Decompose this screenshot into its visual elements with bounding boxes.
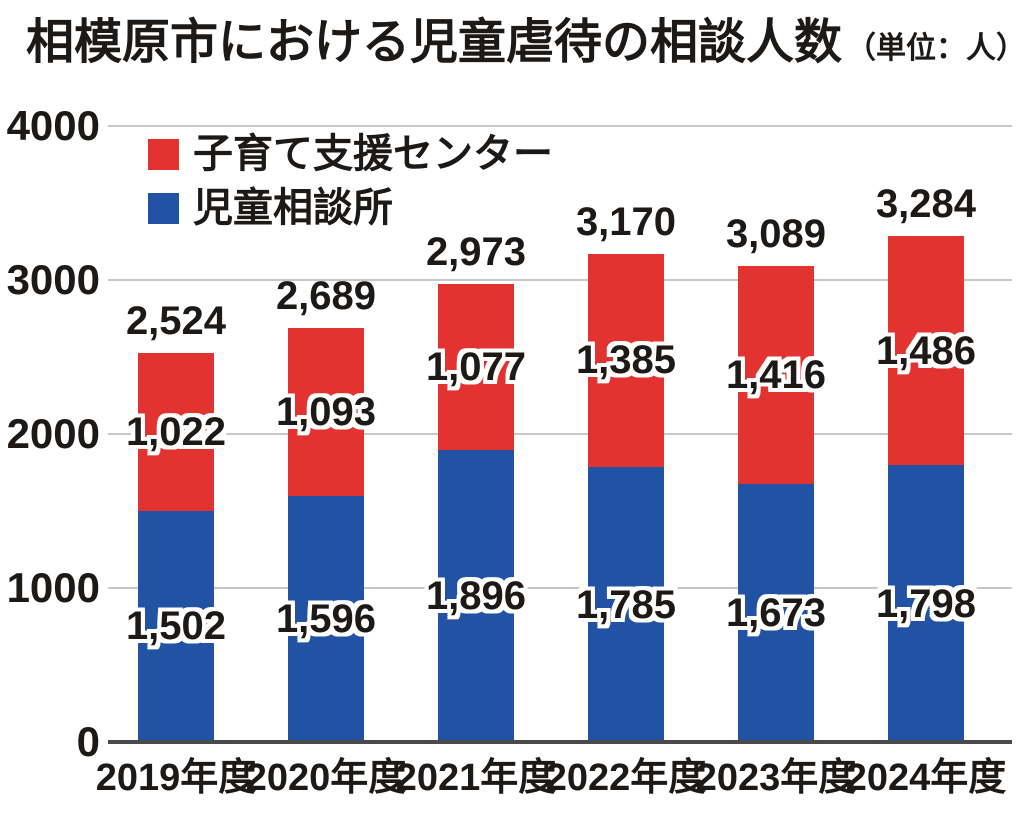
x-axis-label-2019年度: 2019年度 <box>95 757 257 799</box>
red-segment-label-2024年度: 1,486 <box>875 328 977 373</box>
x-axis-line <box>108 740 1012 744</box>
bar-segment-blue-2020年度 <box>288 496 364 742</box>
unit-note: （単位：人） <box>846 32 1024 65</box>
bar-segment-blue-2023年度 <box>738 484 814 742</box>
x-axis-label-2020年度: 2020年度 <box>245 757 407 799</box>
blue-segment-label-2020年度: 1,596 <box>275 597 377 642</box>
legend-item-child-consultation: 児童相談所 <box>148 186 553 230</box>
legend-label-child-consultation: 児童相談所 <box>193 186 393 230</box>
bar-segment-blue-2019年度 <box>138 510 214 742</box>
bar-segment-red-2024年度 <box>888 236 964 466</box>
red-segment-label-2019年度: 1,022 <box>125 409 227 454</box>
bar-segment-blue-2021年度 <box>438 450 514 742</box>
gridline-4000 <box>108 125 1012 127</box>
gridline-2000 <box>108 433 1012 435</box>
total-label-2024年度: 3,284 <box>875 182 977 227</box>
red-segment-label-2022年度: 1,385 <box>575 338 677 383</box>
bar-segment-red-2019年度 <box>138 353 214 511</box>
blue-segment-label-2022年度: 1,785 <box>575 582 677 627</box>
bar-segment-red-2020年度 <box>288 327 364 497</box>
blue-segment-label-2021年度: 1,896 <box>425 574 527 618</box>
x-axis-label-2022年度: 2022年度 <box>545 757 707 799</box>
y-tick-label-2000: 2000 <box>6 410 100 457</box>
y-tick-label-3000: 3000 <box>6 256 100 303</box>
red-segment-label-2023年度: 1,416 <box>725 353 827 398</box>
total-label-2019年度: 2,524 <box>125 299 227 344</box>
bar-segment-blue-2024年度 <box>888 465 964 742</box>
x-axis-label-2024年度: 2024年度 <box>845 757 1007 799</box>
total-label-2020年度: 2,689 <box>275 273 377 318</box>
red-segment-label-2021年度: 1,077 <box>425 345 527 390</box>
legend-swatch-blue <box>148 192 179 224</box>
x-axis-label-2021年度: 2021年度 <box>395 757 557 799</box>
blue-segment-label-2023年度: 1,673 <box>725 591 827 636</box>
bar-segment-red-2022年度 <box>588 253 664 468</box>
y-tick-label-0: 0 <box>76 718 100 765</box>
blue-segment-label-2019年度: 1,502 <box>125 604 227 649</box>
legend: 子育て支援センター 児童相談所 <box>148 132 553 246</box>
red-segment-label-2020年度: 1,093 <box>275 390 377 435</box>
y-tick-label-1000: 1000 <box>6 564 100 611</box>
blue-segment-label-2024年度: 1,798 <box>875 581 977 626</box>
y-tick-label-4000: 4000 <box>6 102 100 149</box>
legend-label-support-center: 子育て支援センター <box>193 132 553 176</box>
gridline-1000 <box>108 587 1012 589</box>
bar-segment-red-2021年度 <box>438 284 514 450</box>
x-axis-label-2023年度: 2023年度 <box>695 757 857 799</box>
total-label-2021年度: 2,973 <box>425 230 527 275</box>
legend-item-support-center: 子育て支援センター <box>148 132 553 176</box>
total-label-2022年度: 3,170 <box>575 199 677 244</box>
bar-segment-blue-2022年度 <box>588 467 664 742</box>
legend-swatch-red <box>148 138 179 170</box>
total-label-2023年度: 3,089 <box>725 212 827 257</box>
gridline-3000 <box>108 279 1012 281</box>
chart-title: 相模原市における児童虐待の相談人数 <box>26 16 843 69</box>
bar-segment-red-2023年度 <box>738 266 814 485</box>
chart-title-row: 相模原市における児童虐待の相談人数 （単位：人） <box>26 2 1024 72</box>
